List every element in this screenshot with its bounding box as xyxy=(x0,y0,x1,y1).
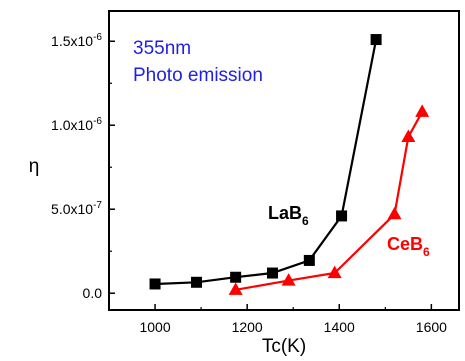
data-point-ceb6 xyxy=(415,104,430,117)
series-layer xyxy=(149,34,430,295)
y-axis-title: η xyxy=(29,156,40,177)
data-point-ceb6 xyxy=(327,265,342,279)
data-point-lab6 xyxy=(303,254,315,266)
data-point-ceb6 xyxy=(401,129,416,143)
data-point-ceb6 xyxy=(228,282,243,295)
series-label-ceb6-main: CeB xyxy=(387,234,423,254)
x-tick-label: 1400 xyxy=(324,319,355,335)
data-point-lab6 xyxy=(230,271,242,283)
series-label-ceb6: CeB6 xyxy=(387,234,430,259)
y-tick-label: 1.0x10-6 xyxy=(51,116,102,133)
x-tick-label: 1000 xyxy=(139,319,170,335)
series-label-lab6-sub: 6 xyxy=(302,214,309,228)
series-label-lab6: LaB6 xyxy=(268,203,309,228)
series-label-lab6-main: LaB xyxy=(268,203,302,223)
data-point-lab6 xyxy=(336,210,348,222)
data-point-lab6 xyxy=(370,34,382,46)
data-point-lab6 xyxy=(191,276,202,288)
x-tick-label: 1200 xyxy=(232,319,263,335)
y-tick-label: 5.0x10-7 xyxy=(51,200,102,217)
annotation-photo-emission: Photo emission xyxy=(133,65,263,86)
annotation-wavelength: 355nm xyxy=(133,38,191,59)
series-label-ceb6-sub: 6 xyxy=(423,245,430,259)
y-tick-label: 0.0 xyxy=(83,285,103,301)
data-point-ceb6 xyxy=(281,273,296,286)
series-line-ceb6 xyxy=(235,111,424,291)
x-axis-ticks: 1000 1200 1400 1600 xyxy=(139,304,447,335)
data-point-lab6 xyxy=(149,278,161,290)
plot-frame xyxy=(108,10,460,311)
data-point-ceb6 xyxy=(387,206,402,220)
y-axis-ticks: 0.0 5.0x10-7 1.0x10-6 1.5x10-6 xyxy=(51,32,115,301)
y-tick-label: 1.5x10-6 xyxy=(51,32,102,49)
x-tick-label: 1600 xyxy=(416,319,447,335)
data-point-lab6 xyxy=(266,267,278,279)
x-axis-title: Tc(K) xyxy=(262,336,306,357)
